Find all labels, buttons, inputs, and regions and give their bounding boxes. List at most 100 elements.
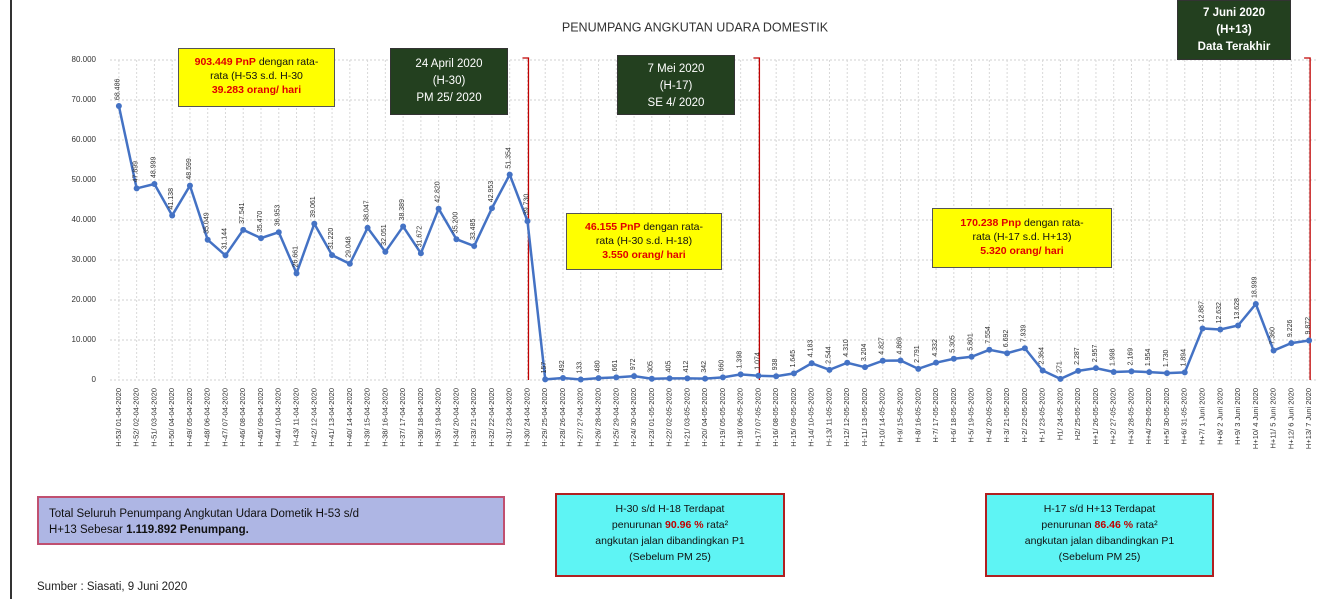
x-tick-label: H+10/ 4 Juni 2020 <box>1251 388 1260 449</box>
point <box>1164 370 1170 377</box>
x-tick-label: H-9/ 15-05-2020 <box>896 388 905 443</box>
data-label: 37.541 <box>239 202 246 224</box>
point <box>329 252 336 259</box>
data-label: 48.999 <box>150 156 157 178</box>
data-label: 4.310 <box>843 339 850 357</box>
note-text: (Sebelum PM 25) <box>629 551 711 563</box>
data-label: 972 <box>630 358 637 370</box>
data-label: 2.544 <box>825 346 832 364</box>
x-tick-label: H+5/ 30-05-2020 <box>1162 388 1171 445</box>
point <box>1039 367 1046 374</box>
source: Sumber : Siasati, 9 Juni 2020 <box>37 581 188 593</box>
point <box>1199 325 1206 332</box>
note-text: dengan rata- <box>1024 217 1084 229</box>
x-tick-label: H+7/ 1 Juni 2020 <box>1198 388 1207 445</box>
data-label: 342 <box>701 361 708 373</box>
chart-title: PENUMPANG ANGKUTAN UDARA DOMESTIK <box>562 20 829 34</box>
data-label: 9.226 <box>1287 319 1294 337</box>
data-label: 6.692 <box>1003 330 1010 348</box>
note-pm25: 24 April 2020 (H-30) PM 25/ 2020 <box>390 48 508 115</box>
data-label: 305 <box>648 361 655 373</box>
point <box>1110 369 1117 376</box>
event-line <box>1304 57 1311 380</box>
event-line <box>753 57 761 380</box>
x-tick-label: H+13/ 7 Juni 2020 <box>1304 388 1313 449</box>
data-label: 660 <box>719 360 726 372</box>
note-drop-mid: H-30 s/d H-18 Terdapat penurunan 90.96 % r… <box>555 493 785 577</box>
note-text: dengan rata- <box>643 221 703 233</box>
x-tick-label: H-49/ 05-04-2020 <box>185 388 194 447</box>
note-text: rata² <box>706 519 729 531</box>
x-tick-label: H+2/ 27-05-2020 <box>1109 388 1118 445</box>
frame <box>10 0 12 599</box>
note-text: (H+13) <box>1216 24 1252 36</box>
data-label: 48.599 <box>186 158 193 180</box>
point <box>524 218 531 225</box>
note-text: 7 Juni 2020 <box>1202 7 1265 19</box>
data-label: 1.998 <box>1110 348 1117 366</box>
note-text: 5.320 orang/ hari <box>980 245 1064 257</box>
data-label: 1.954 <box>1145 349 1152 367</box>
data-label: 33.485 <box>470 219 477 241</box>
note-text: penurunan <box>1041 519 1092 531</box>
x-tick-label: H-21/ 03-05-2020 <box>682 388 691 447</box>
y-tick-label: 80.000 <box>72 55 97 64</box>
data-label: 32.051 <box>381 224 388 246</box>
x-tick-label: H-37/ 17-04-2020 <box>398 388 407 447</box>
point <box>364 224 371 231</box>
point <box>453 236 460 243</box>
x-tick-label: H-40/ 14-04-2020 <box>345 388 354 447</box>
data-label: 18.999 <box>1252 276 1259 298</box>
note-text: rata² <box>1136 519 1158 531</box>
note-text: 903.449 PnP <box>194 56 256 68</box>
point <box>950 355 957 362</box>
x-tick-label: H-46/ 08-04-2020 <box>238 388 247 447</box>
x-tick-label: H-18/ 06-05-2020 <box>736 388 745 447</box>
x-tick-label: H-7/ 17-05-2020 <box>931 388 940 443</box>
point <box>1252 301 1259 308</box>
point <box>240 226 247 233</box>
point <box>844 359 851 366</box>
point <box>790 370 797 377</box>
data-label: 7.554 <box>985 326 992 344</box>
point <box>542 376 549 383</box>
point <box>1306 337 1313 344</box>
data-label: 35.200 <box>452 212 459 234</box>
note-total: Total Seluruh Penumpang Angkutan Udara D… <box>37 496 505 545</box>
data-label: 13.628 <box>1234 298 1241 320</box>
x-tick-label: H-16/ 08-05-2020 <box>771 388 780 447</box>
data-label: 31.144 <box>221 228 228 250</box>
data-label: 12.887 <box>1198 301 1205 323</box>
data-label: 1.730 <box>1163 349 1170 367</box>
point <box>346 260 353 267</box>
data-label: 5.801 <box>967 333 974 351</box>
x-tick-label: H-17/ 07-05-2020 <box>753 388 762 447</box>
y-tick-label: 40.000 <box>72 215 97 224</box>
point <box>1270 347 1277 354</box>
y-tick-label: 30.000 <box>72 255 97 264</box>
point <box>186 182 193 189</box>
x-tick-label: H-36/ 18-04-2020 <box>416 388 425 447</box>
data-label: 661 <box>612 360 619 372</box>
data-label: 68.486 <box>115 79 122 101</box>
x-tick-label: H-10/ 14-05-2020 <box>878 388 887 447</box>
note-avg-before: 903.449 PnP dengan rata- rata (H-53 s.d. … <box>178 48 335 107</box>
note-text: angkutan jalan dibandingkan P1 <box>595 535 745 547</box>
x-tick-label: H+9/ 3 Juni 2020 <box>1233 388 1242 445</box>
note-text: 46.155 PnP <box>585 221 641 233</box>
x-tick-label: H-51/ 03-04-2020 <box>149 388 158 447</box>
data-label: 1.398 <box>736 351 743 369</box>
x-tick-label: H-30/ 24-04-2020 <box>522 388 531 447</box>
event-line <box>522 57 530 380</box>
point <box>737 371 744 378</box>
note-text: 1.119.892 Penumpang. <box>126 524 249 536</box>
data-label: 47.899 <box>132 161 139 183</box>
data-label: 36.953 <box>275 205 282 227</box>
y-tick-label: 20.000 <box>72 295 97 304</box>
data-label: 38.047 <box>363 200 370 222</box>
note-text: angkutan jalan dibandingkan P1 <box>1024 535 1175 547</box>
data-label: 405 <box>665 361 672 373</box>
data-label: 42.953 <box>488 181 495 203</box>
note-text: H+13 Sebesar <box>49 524 123 536</box>
point <box>862 364 868 371</box>
